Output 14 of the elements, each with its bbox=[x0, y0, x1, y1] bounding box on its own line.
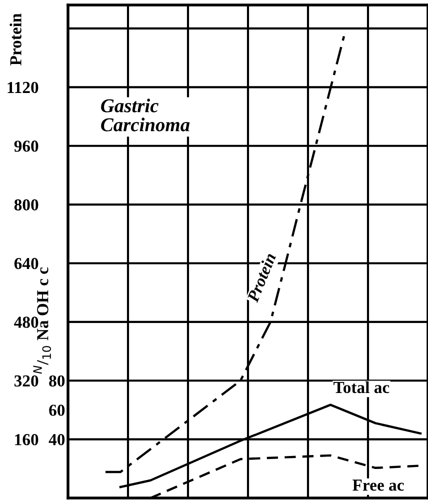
series-label: Free ac bbox=[352, 480, 404, 491]
y-tick-label: 640 bbox=[14, 258, 38, 270]
y2-tick-label: 60 bbox=[49, 404, 65, 416]
y-axis-title: Protein bbox=[10, 14, 22, 66]
y-tick-label: 960 bbox=[14, 140, 38, 152]
text: Gastric Carcinoma bbox=[101, 98, 190, 132]
y2-tick-label: 40 bbox=[48, 434, 65, 446]
y-tick-label: 160 bbox=[15, 434, 38, 446]
y-tick-label: 480 bbox=[14, 316, 38, 328]
y2-tick-label: 80 bbox=[49, 375, 65, 387]
y-tick-label: 320 bbox=[14, 375, 38, 387]
series-label: Total ac bbox=[334, 381, 390, 394]
y-tick-label: 800 bbox=[14, 199, 38, 210]
y-tick-label: 1120 bbox=[8, 82, 38, 94]
